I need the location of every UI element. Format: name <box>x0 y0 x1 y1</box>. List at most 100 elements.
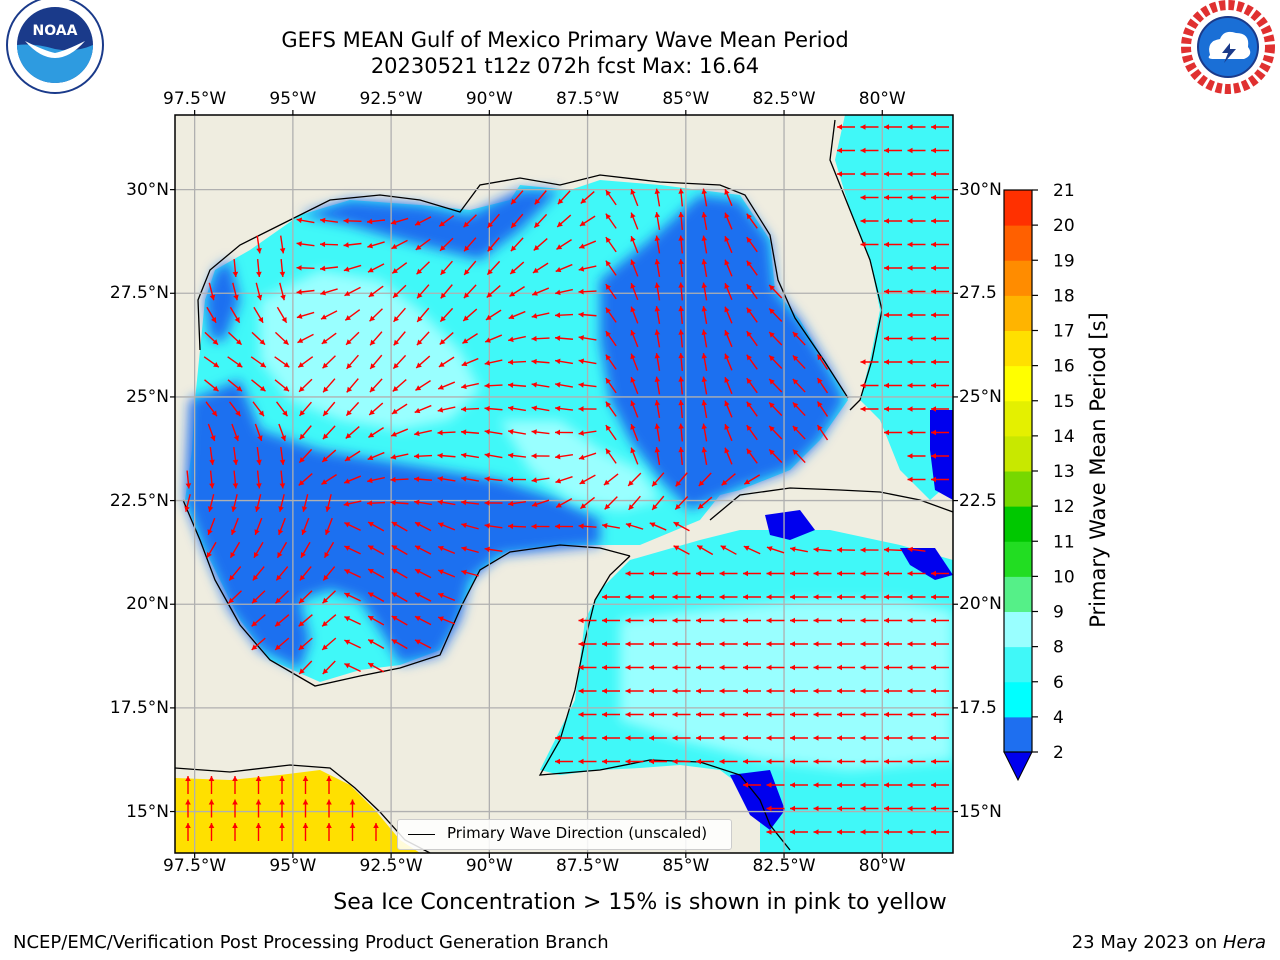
wave-arrow <box>461 522 479 530</box>
wave-arrow <box>531 335 550 342</box>
wave-arrow <box>746 236 758 253</box>
lon-tick-label-bottom: 85°W <box>662 856 710 876</box>
wave-arrow <box>907 241 926 248</box>
wave-arrow <box>319 217 339 224</box>
wave-arrow <box>460 499 480 506</box>
wave-arrow <box>232 282 239 301</box>
lon-tick-label-bottom: 82.5°W <box>752 856 816 876</box>
wave-arrow <box>719 594 738 600</box>
wave-arrow <box>556 214 572 228</box>
wave-arrow <box>320 310 338 320</box>
sea-ice-note: Sea Ice Concentration > 15% is shown in … <box>333 890 947 915</box>
wave-arrow <box>416 284 430 299</box>
wave-arrow <box>721 473 736 486</box>
wave-arrow <box>630 329 639 348</box>
wave-arrow <box>484 359 503 366</box>
wave-arrow <box>860 758 879 765</box>
wave-arrow <box>298 473 313 486</box>
wave-arrow <box>602 688 620 694</box>
wave-arrow <box>209 446 215 466</box>
wave-arrow <box>860 829 879 835</box>
atlantic-water <box>835 115 953 500</box>
wave-arrow <box>654 259 661 277</box>
lat-tick-label-right: 22.5 <box>959 490 997 511</box>
wave-arrow <box>416 261 430 275</box>
wave-arrow <box>678 282 684 301</box>
wave-arrow <box>439 332 454 345</box>
wave-arrow <box>367 615 385 626</box>
wave-arrow <box>768 402 783 416</box>
lon-tick-label-top: 80°W <box>858 89 906 109</box>
wave-arrow <box>462 333 478 344</box>
wave-arrow <box>391 403 408 415</box>
wave-arrow <box>322 590 336 604</box>
wave-arrow <box>298 614 313 627</box>
wave-arrow <box>860 711 879 718</box>
wave-arrow <box>390 476 409 483</box>
wave-arrow <box>816 377 829 394</box>
wave-arrow <box>343 242 362 248</box>
wave-arrow <box>907 265 926 271</box>
wave-arrow <box>256 446 262 466</box>
wave-arrow <box>654 212 661 230</box>
wave-arrow <box>484 405 503 412</box>
wave-arrow <box>724 306 733 324</box>
wave-arrow <box>414 404 432 414</box>
wave-arrow <box>185 470 192 489</box>
wave-arrow <box>605 307 617 323</box>
wave-arrow <box>649 641 667 647</box>
wave-arrow <box>579 474 596 485</box>
wave-arrow <box>206 306 217 324</box>
wave-arrow <box>578 335 597 341</box>
wave-arrow <box>625 570 644 577</box>
lon-tick-label-top: 95°W <box>269 89 317 109</box>
wave-arrow <box>837 805 855 812</box>
wave-arrow <box>672 735 691 741</box>
wave-arrow <box>678 188 684 207</box>
wave-arrow <box>507 476 527 483</box>
wave-arrow <box>724 353 733 371</box>
wave-arrow <box>860 617 879 624</box>
wave-arrow <box>907 829 926 835</box>
wave-arrow <box>701 282 708 301</box>
wave-arrow <box>344 309 361 321</box>
wave-arrow <box>437 569 456 578</box>
wave-arrow <box>275 401 289 417</box>
wave-arrow <box>344 522 361 531</box>
wave-arrow <box>390 499 409 506</box>
wave-arrow <box>391 544 408 556</box>
wave-arrow <box>484 523 503 529</box>
wave-arrow <box>625 594 644 600</box>
wave-arrow <box>654 282 661 301</box>
wave-arrow <box>743 641 761 647</box>
wave-arrow <box>907 546 926 553</box>
wave-arrow <box>510 237 524 252</box>
wave-direction-arrows <box>184 124 949 841</box>
wave-arrow <box>813 711 832 718</box>
wave-arrow <box>724 188 733 207</box>
wave-arrow <box>207 494 215 512</box>
wave-arrow <box>346 378 359 393</box>
wave-arrow <box>701 329 708 348</box>
wave-arrow <box>579 215 596 227</box>
wave-arrow <box>463 237 477 252</box>
wave-arrow <box>343 264 362 272</box>
wave-arrow <box>484 546 503 553</box>
wave-arrow <box>416 331 430 346</box>
lon-tick-label-top: 85°W <box>662 89 710 109</box>
wave-arrow <box>301 494 309 512</box>
wave-arrow <box>366 218 386 225</box>
wave-arrow <box>625 641 644 647</box>
wave-arrow <box>605 448 617 464</box>
wave-arrow <box>719 688 738 694</box>
wave-arrow <box>836 547 856 553</box>
colorbar-tick-label: 4 <box>1053 708 1064 728</box>
wave-arrow <box>860 241 879 248</box>
yucatan-coastline <box>538 555 791 851</box>
wave-arrow <box>508 310 526 320</box>
wave-arrow <box>766 546 785 554</box>
wave-arrow <box>534 190 547 205</box>
wave-arrow <box>743 735 761 741</box>
footer-date-text: 23 May 2023 on <box>1071 932 1223 953</box>
wave-arrow <box>884 335 902 342</box>
